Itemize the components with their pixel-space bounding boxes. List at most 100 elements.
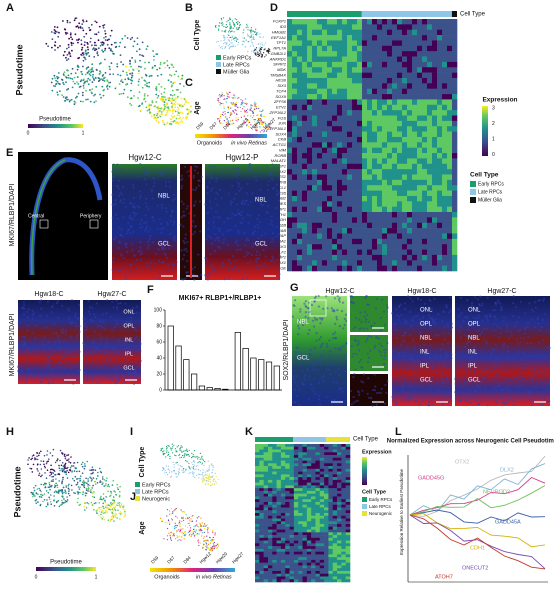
nucleus [341, 301, 345, 304]
heatmap-cell [437, 40, 443, 47]
heatmap-cell [402, 212, 408, 218]
heatmap-cell [302, 120, 308, 127]
heatmap-cell [377, 228, 383, 234]
nucleus [303, 302, 306, 305]
cell-point [232, 110, 234, 112]
heatmap-cell [387, 147, 393, 154]
heatmap-cell [417, 163, 423, 170]
nucleus [99, 342, 102, 345]
nucleus [374, 344, 377, 347]
cell-point [102, 42, 105, 45]
cell-point [72, 42, 75, 45]
heatmap-cell [452, 110, 458, 116]
heatmap-cell [362, 238, 368, 245]
cell-point [172, 116, 174, 119]
nucleus [182, 240, 185, 243]
nucleus [115, 213, 118, 216]
heatmap-cell [387, 179, 393, 186]
axis-title: Cell Type [194, 20, 201, 51]
heatmap-cell [287, 77, 293, 84]
nucleus [22, 340, 26, 343]
heatmap-cell [392, 185, 398, 191]
heatmap-cell [417, 244, 423, 250]
nucleus [533, 367, 536, 370]
heatmap-cell [302, 56, 308, 63]
heatmap-cell [382, 94, 388, 100]
cell-point [102, 24, 104, 27]
heatmap-cell [287, 94, 293, 100]
nucleus [247, 239, 250, 242]
heatmap-cell [312, 19, 318, 25]
heatmap-cell [312, 254, 318, 261]
cell-point [101, 41, 104, 44]
cell-point [89, 476, 91, 479]
heatmap-cell [407, 88, 413, 95]
heatmap-cell [347, 147, 353, 154]
heatmap-cell [322, 29, 328, 36]
nucleus [240, 222, 244, 225]
nucleus [152, 276, 155, 279]
heatmap-cell [302, 51, 308, 57]
nucleus [335, 315, 338, 319]
cell-point [138, 104, 141, 107]
heatmap-cell [372, 61, 378, 68]
heatmap-cell [352, 83, 358, 89]
nucleus [270, 240, 274, 243]
nucleus [440, 348, 443, 351]
heatmap-cell [382, 104, 388, 111]
heatmap-cell [337, 158, 343, 165]
heatmap-cell [337, 265, 343, 272]
cell-point [69, 52, 71, 55]
heatmap-cell [322, 217, 328, 224]
nucleus [211, 165, 214, 168]
micrograph [350, 296, 388, 332]
cell-point [248, 125, 250, 128]
heatmap-cell [452, 238, 458, 245]
cell-point [260, 115, 262, 117]
heatmap-cell [412, 35, 418, 41]
heatmap-cell [347, 104, 353, 111]
heatmap-cell [287, 35, 293, 41]
nucleus [444, 352, 448, 355]
cell-point [114, 46, 117, 49]
heatmap-cell [337, 67, 343, 73]
heatmap-cell [372, 153, 378, 159]
nucleus [344, 313, 348, 316]
cell-point [252, 112, 255, 114]
nucleus [206, 234, 209, 237]
nucleus [63, 355, 66, 358]
nucleus [400, 343, 403, 346]
celltype-bar [287, 11, 362, 17]
cell-point [242, 101, 244, 103]
cell-point [123, 88, 126, 91]
nuclei [454, 295, 551, 407]
heatmap-cell [297, 51, 303, 57]
nucleus [267, 204, 270, 207]
nucleus [193, 169, 197, 172]
heatmap-cell [402, 228, 408, 234]
heatmap-cell [332, 67, 338, 73]
nucleus [160, 195, 163, 198]
nucleus [136, 259, 139, 262]
cell-point [87, 98, 89, 101]
heatmap-cell [362, 244, 368, 250]
nucleus [34, 324, 37, 327]
cell-point [229, 24, 231, 26]
nucleus [544, 372, 547, 375]
nucleus [502, 369, 505, 372]
nucleus [446, 323, 449, 326]
heatmap-cell [382, 67, 388, 73]
nucleus [247, 164, 250, 167]
nucleus [149, 234, 152, 237]
cell-point [124, 78, 127, 81]
nucleus [266, 264, 269, 268]
heatmap-cell [402, 265, 408, 272]
cell-point [163, 101, 166, 103]
cell-point [121, 81, 124, 84]
cell-point [116, 483, 118, 486]
heatmap-cell [362, 72, 368, 79]
heatmap-cell [427, 265, 433, 272]
cell-point [40, 468, 43, 470]
cell-point [250, 124, 252, 126]
heatmap-cell [302, 104, 308, 111]
